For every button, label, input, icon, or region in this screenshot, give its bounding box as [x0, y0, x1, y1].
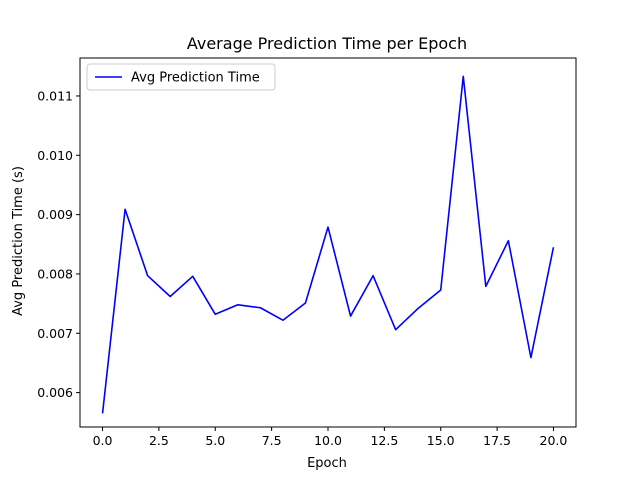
x-tick-label: 2.5: [149, 433, 169, 448]
x-tick-label: 7.5: [262, 433, 282, 448]
y-tick-label: 0.006: [37, 385, 73, 400]
y-axis: 0.006 0.007 0.008 0.009 0.010 0.011: [37, 88, 80, 400]
chart-title: Average Prediction Time per Epoch: [187, 34, 467, 53]
x-tick-label: 20.0: [540, 433, 568, 448]
x-tick-label: 17.5: [483, 433, 511, 448]
x-tick-label: 0.0: [93, 433, 113, 448]
y-tick-label: 0.010: [37, 148, 73, 163]
plot-frame: [79, 57, 577, 428]
x-axis: 0.0 2.5 5.0 7.5 10.0 12.5 15.0 17.5 20.0: [93, 427, 568, 448]
plot-series: [101, 75, 555, 414]
x-tick-label: 12.5: [370, 433, 398, 448]
x-tick-label: 10.0: [314, 433, 342, 448]
y-tick-label: 0.011: [37, 88, 73, 103]
legend-box: [86, 63, 276, 91]
x-tick-label: 5.0: [205, 433, 225, 448]
legend-entry: Avg Prediction Time: [131, 71, 260, 86]
x-tick-label: 15.0: [427, 433, 455, 448]
y-tick-label: 0.009: [37, 207, 73, 222]
legend: Avg Prediction Time: [86, 63, 276, 91]
y-axis-label: Avg Prediction Time (s): [11, 166, 26, 316]
y-tick-label: 0.008: [37, 266, 73, 281]
x-axis-label: Epoch: [307, 456, 347, 471]
y-tick-label: 0.007: [37, 326, 73, 341]
series-line: [101, 75, 555, 414]
